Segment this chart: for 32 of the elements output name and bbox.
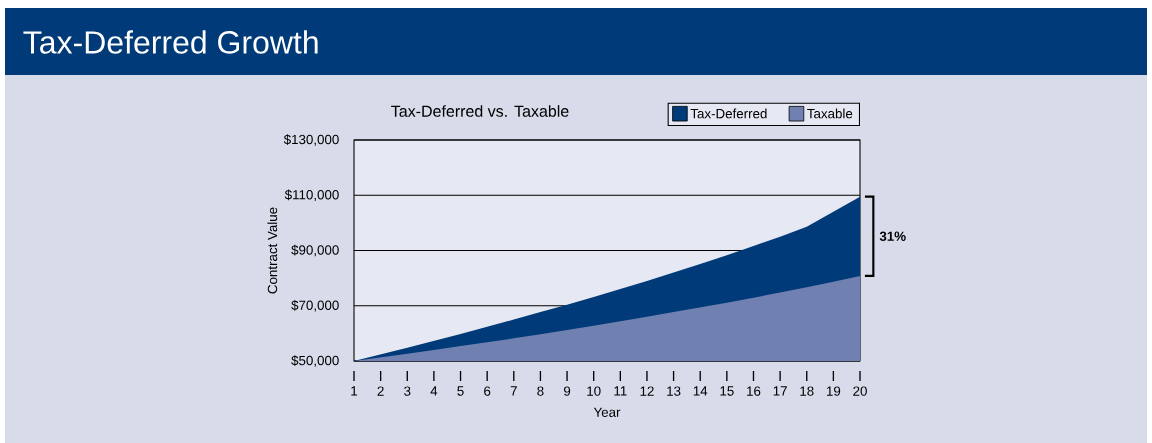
x-tick-label: 8 bbox=[537, 386, 544, 396]
x-tick-label: 3 bbox=[404, 386, 411, 396]
chart-subtitle: Tax-Deferred vs. Taxable bbox=[391, 105, 569, 117]
x-tick-label: 11 bbox=[614, 386, 627, 396]
x-tick-label: 1 bbox=[351, 386, 358, 396]
x-tick-label: 17 bbox=[773, 386, 787, 396]
y-tick-label: $70,000 bbox=[291, 299, 339, 312]
x-tick-label: 9 bbox=[563, 386, 571, 396]
x-tick-label: 14 bbox=[693, 386, 708, 396]
x-axis-title: Year bbox=[593, 407, 621, 417]
y-tick-label: $50,000 bbox=[291, 355, 339, 367]
x-tick-label: 20 bbox=[853, 386, 867, 396]
text: 31% bbox=[879, 231, 906, 241]
x-tick-label: 7 bbox=[510, 386, 517, 396]
x-tick-label: 15 bbox=[720, 386, 734, 396]
x-tick-label: 5 bbox=[457, 386, 464, 396]
legend-label: Tax-Deferred bbox=[690, 108, 767, 119]
x-tick-label: 19 bbox=[826, 386, 841, 396]
x-tick-label: 2 bbox=[377, 386, 384, 396]
legend-label: Taxable bbox=[807, 108, 853, 119]
x-tick-label: 18 bbox=[800, 386, 814, 396]
x-tick-label: 6 bbox=[484, 386, 491, 396]
chart-title: Tax-Deferred Growth bbox=[23, 30, 318, 54]
x-tick-label: 10 bbox=[587, 386, 601, 396]
y-tick-label: $130,000 bbox=[283, 134, 339, 146]
y-tick-label: $90,000 bbox=[291, 244, 339, 257]
x-tick-label: 13 bbox=[667, 386, 681, 396]
x-tick-label: 12 bbox=[640, 386, 654, 396]
y-axis-title: Contract Value bbox=[267, 207, 278, 294]
x-tick-label: 16 bbox=[747, 386, 761, 396]
y-tick-label: $110,000 bbox=[284, 189, 339, 202]
x-tick-label: 4 bbox=[430, 386, 438, 396]
